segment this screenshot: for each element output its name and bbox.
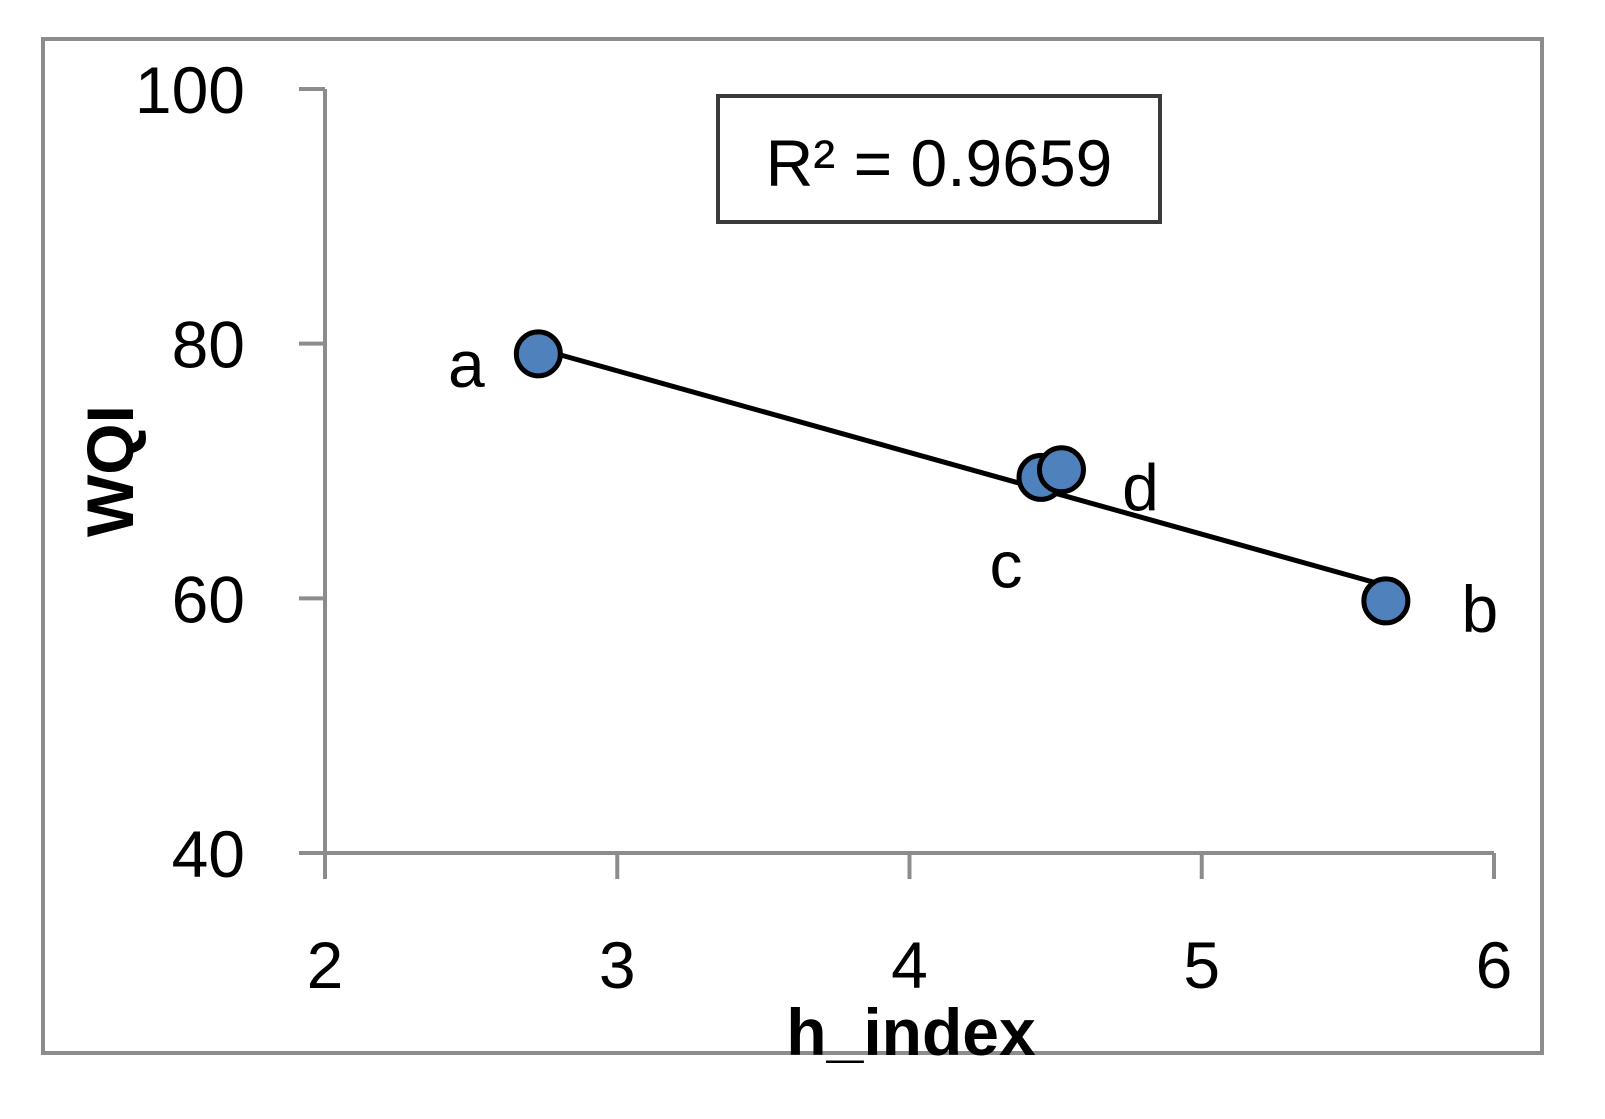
y-tick-label: 60 <box>172 562 245 636</box>
x-tick-label: 3 <box>599 928 636 1002</box>
data-point-d <box>1036 445 1086 495</box>
y-tick-label: 100 <box>135 53 245 127</box>
point-label-a: a <box>448 327 485 401</box>
point-label-c: c <box>990 527 1023 601</box>
x-tick-label: 5 <box>1183 928 1220 1002</box>
y-axis-title: WQI <box>73 405 147 537</box>
point-labels: a c d b <box>448 327 1498 646</box>
data-points <box>513 329 1411 626</box>
data-point-a <box>513 329 563 379</box>
x-axis-title: h_index <box>786 995 1036 1069</box>
trendline <box>537 346 1387 589</box>
x-tick-label: 6 <box>1476 928 1513 1002</box>
r-squared-box: R² = 0.9659 <box>716 94 1162 224</box>
axes: 40 60 80 100 2 3 4 5 6 <box>135 53 1512 1002</box>
trendline-layer <box>537 346 1387 589</box>
x-tick-label: 4 <box>891 928 928 1002</box>
y-tick-label: 40 <box>172 817 245 891</box>
data-point-b <box>1361 576 1411 626</box>
point-label-b: b <box>1462 572 1499 646</box>
x-tick-label: 2 <box>307 928 344 1002</box>
point-label-d: d <box>1122 451 1159 525</box>
r-squared-text: R² = 0.9659 <box>766 126 1113 200</box>
y-tick-label: 80 <box>172 308 245 382</box>
